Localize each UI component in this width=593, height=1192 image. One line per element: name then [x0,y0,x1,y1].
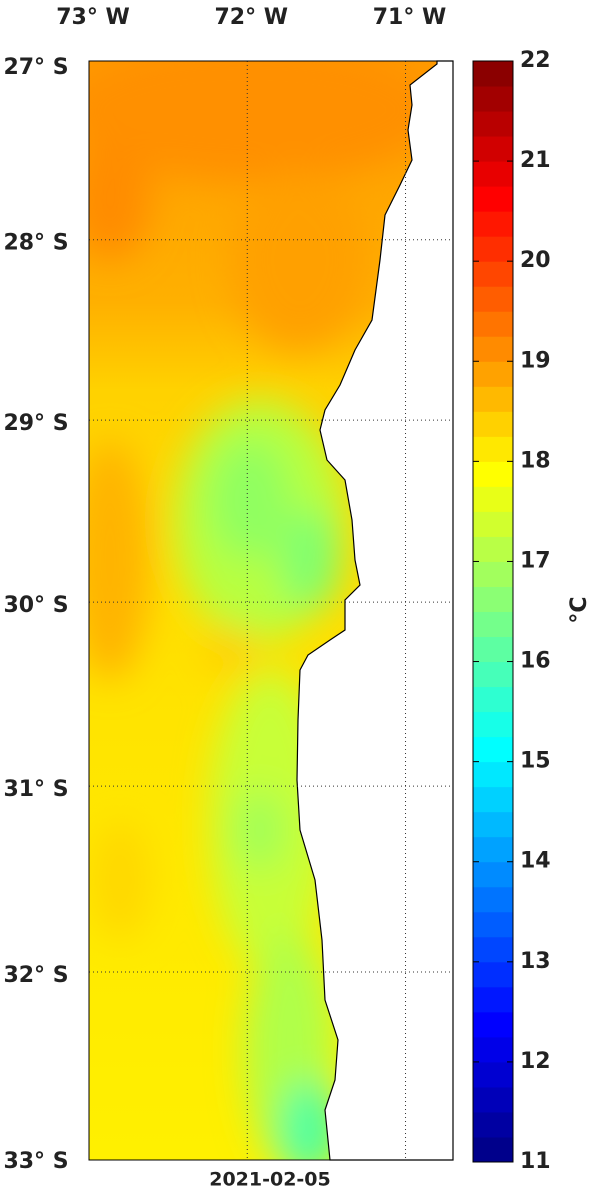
colorbar-tick-label: 16 [520,649,551,674]
colorbar-segment [473,686,513,713]
lat-tick-label: 33° S [3,1149,68,1174]
colorbar-segment [473,961,513,988]
colorbar-segment [473,261,513,287]
lat-tick-label: 29° S [3,411,68,436]
colorbar-segment [473,111,513,137]
colorbar-segment [473,236,513,262]
colorbar-segment [473,861,513,888]
colorbar-segment [473,486,513,512]
colorbar-segment [473,1011,513,1038]
colorbar-segment [473,86,513,112]
colorbar-segment [473,661,513,688]
colorbar-tick-label: 11 [520,1149,551,1174]
land [296,60,454,1161]
colorbar-segment [473,811,513,838]
colorbar-segment [473,561,513,587]
colorbar-tick-label: 21 [520,148,551,173]
colorbar-tick-label: 22 [520,48,551,73]
lat-tick-label: 32° S [3,963,68,988]
lat-tick-label: 30° S [3,593,68,618]
colorbar-segment [473,136,513,162]
sst-patches [89,61,440,1160]
colorbar-segment [473,761,513,788]
colorbar-segment [473,611,513,638]
colorbar-tick-label: 15 [520,749,551,774]
colorbar-segment [473,911,513,938]
colorbar-segment [473,161,513,187]
colorbar-tick-label: 18 [520,448,551,473]
colorbar-segment [473,1086,513,1113]
colorbar-segment [473,1061,513,1088]
colorbar-segment [473,186,513,212]
colorbar-segment [473,986,513,1013]
colorbar-segment [473,636,513,663]
colorbar-tick-label: 17 [520,548,551,573]
colorbar-unit: °C [567,596,592,623]
colorbar-tick-label: 14 [520,849,551,874]
colorbar-segment [473,511,513,537]
colorbar-tick-label: 19 [520,348,551,373]
colorbar-segment [473,1136,513,1163]
lon-tick-label: 71° W [373,5,447,30]
map-frame [88,60,454,1161]
lon-tick-label: 72° W [214,5,288,30]
colorbar-segment [473,411,513,437]
colorbar-segment [473,886,513,913]
colorbar-segment [473,786,513,813]
colorbar-segment [473,1111,513,1138]
colorbar-segment [473,586,513,612]
colorbar-frame [472,60,514,1163]
graticule [89,61,453,1160]
colorbar-tick-label: 13 [520,949,551,974]
lat-tick-label: 28° S [3,231,68,256]
colorbar-segment [473,436,513,462]
colorbar-segment [473,211,513,237]
colorbar [473,60,513,1163]
colorbar-segment [473,336,513,362]
colorbar-segment [473,536,513,562]
lat-tick-label: 31° S [3,777,68,802]
colorbar-segment [473,361,513,387]
date-label: 2021-02-05 [209,1169,331,1189]
colorbar-segment [473,711,513,738]
colorbar-segment [473,736,513,763]
colorbar-segment [473,61,513,87]
lon-tick-label: 73° W [56,5,130,30]
colorbar-tick-label: 20 [520,248,551,273]
colorbar-tick-label: 12 [520,1049,551,1074]
lat-tick-label: 27° S [3,55,68,80]
colorbar-segment [473,936,513,963]
colorbar-segment [473,311,513,337]
colorbar-segment [473,461,513,487]
colorbar-segment [473,836,513,863]
colorbar-segment [473,286,513,312]
colorbar-segment [473,386,513,412]
colorbar-segment [473,1036,513,1063]
